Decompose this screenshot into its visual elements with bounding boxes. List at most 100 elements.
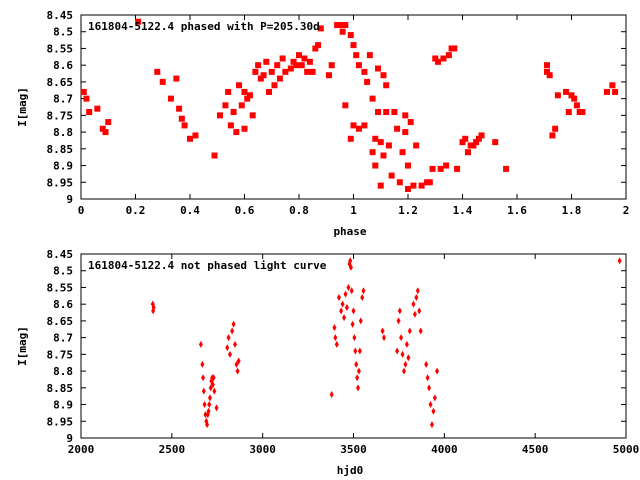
phased-data-point (375, 65, 382, 72)
phased-y-tick-label: 8.75 (47, 109, 74, 122)
phased-data-point (440, 55, 447, 62)
unphased-data-point (214, 404, 219, 412)
unphased-data-point (352, 334, 357, 342)
phased-data-point (464, 149, 471, 156)
phased-data-point (271, 82, 278, 89)
phased-data-point (355, 125, 362, 132)
phased-data-point (353, 52, 360, 59)
phased-data-point (350, 122, 357, 129)
phased-data-point (255, 62, 262, 69)
unphased-data-point (432, 394, 437, 402)
phased-data-point (167, 95, 174, 102)
unphased-data-point (403, 360, 408, 368)
unphased-data-point (202, 401, 207, 409)
unphased-data-point (346, 283, 351, 291)
unphased-data-point (350, 320, 355, 328)
phased-data-point (369, 95, 376, 102)
unphased-data-point (234, 360, 239, 368)
phased-data-point (244, 95, 251, 102)
phased-plot-ticks: 0 0.2 0.4 0.6 0.8 1 1.2 1.4 1.6 1.8 2 8.45 8.5 8.55 8.… (47, 9, 630, 217)
phased-x-tick-label: 2 (623, 204, 630, 217)
unphased-data-point (332, 324, 337, 332)
unphased-data-point (206, 407, 211, 415)
phased-data-point (475, 135, 482, 142)
phased-data-point (396, 179, 403, 186)
phased-data-point (413, 142, 420, 149)
phased-x-tick-label: 0.2 (126, 204, 146, 217)
phased-data-point (105, 119, 112, 126)
unphased-data-point (207, 401, 212, 409)
phased-data-point (549, 132, 556, 139)
phased-data-point (609, 82, 616, 89)
unphased-data-point (406, 354, 411, 362)
phased-data-point (492, 139, 499, 146)
phased-data-point (407, 119, 414, 126)
phased-data-point (410, 182, 417, 189)
unphased-data-point (203, 411, 208, 419)
phased-data-point (366, 52, 373, 59)
unphased-data-point (424, 360, 429, 368)
phased-data-point (102, 129, 109, 136)
phased-data-point (402, 129, 409, 136)
unphased-data-point (425, 374, 430, 382)
phased-data-point (377, 182, 384, 189)
phased-data-point (276, 75, 283, 82)
phased-data-point (573, 102, 580, 109)
phased-data-point (279, 55, 286, 62)
phased-data-point (181, 122, 188, 129)
phased-data-point (225, 88, 232, 95)
phased-y-tick-label: 8.95 (47, 176, 74, 189)
phased-data-point (546, 72, 553, 79)
unphased-data-point (353, 347, 358, 355)
phased-data-point (135, 18, 142, 25)
unphased-data-point (349, 287, 354, 295)
phased-data-point (230, 109, 237, 116)
unphased-data-point (227, 350, 232, 358)
unphased-plot-xlabel: hjd0 (337, 464, 364, 477)
unphased-data-point (382, 334, 387, 342)
phased-x-tick-label: 1.4 (453, 204, 473, 217)
phased-y-tick-label: 9 (66, 193, 73, 206)
phased-y-tick-label: 8.45 (47, 9, 74, 22)
unphased-y-tick-label: 8.45 (47, 248, 74, 261)
phased-y-tick-label: 8.9 (53, 160, 73, 173)
unphased-y-tick-label: 8.9 (53, 399, 73, 412)
phased-data-point (246, 92, 253, 99)
unphased-x-tick-label: 2000 (68, 443, 95, 456)
unphased-data-point (361, 287, 366, 295)
phased-data-point (612, 88, 619, 95)
unphased-data-point (343, 290, 348, 298)
unphased-data-point (407, 327, 412, 335)
unphased-data-point (354, 360, 359, 368)
phased-data-point (603, 88, 610, 95)
phased-data-point (571, 95, 578, 102)
phased-data-point (399, 149, 406, 156)
unphased-data-point (200, 360, 205, 368)
phased-data-point (380, 72, 387, 79)
phased-data-point (568, 92, 575, 99)
phased-data-point (405, 162, 411, 169)
phased-data-point (394, 125, 401, 132)
unphased-y-tick-label: 8.55 (47, 281, 74, 294)
unphased-x-tick-label: 3500 (340, 443, 367, 456)
phased-data-point (372, 135, 379, 142)
phased-data-point (187, 135, 193, 142)
unphased-x-tick-label: 4500 (522, 443, 549, 456)
phased-plot-ylabel: I[mag] (16, 87, 29, 127)
phased-data-point (342, 22, 349, 29)
unphased-data-point (233, 340, 238, 348)
unphased-data-point (236, 357, 241, 365)
phased-data-point (383, 109, 390, 116)
phased-data-point (383, 82, 390, 89)
phased-data-point (298, 62, 305, 69)
unphased-data-point (431, 407, 436, 415)
unphased-data-point (235, 367, 240, 375)
phased-data-point (233, 129, 240, 136)
unphased-plot-frame (80, 253, 627, 439)
phased-data-point (361, 68, 368, 75)
phased-x-tick-label: 1.8 (562, 204, 582, 217)
phased-data-point (339, 28, 346, 35)
phased-data-point (347, 32, 354, 39)
unphased-data-point (231, 320, 236, 328)
